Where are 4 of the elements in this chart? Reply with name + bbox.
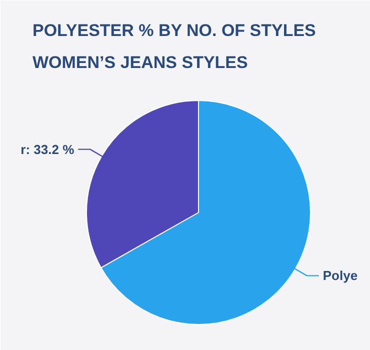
data-label: r: 33.2 %: [20, 142, 75, 157]
chart-title: POLYESTER % BY NO. OF STYLES: [32, 21, 316, 40]
data-label: Polye: [322, 268, 358, 284]
chart-subtitle: WOMEN’S JEANS STYLES: [32, 53, 248, 72]
